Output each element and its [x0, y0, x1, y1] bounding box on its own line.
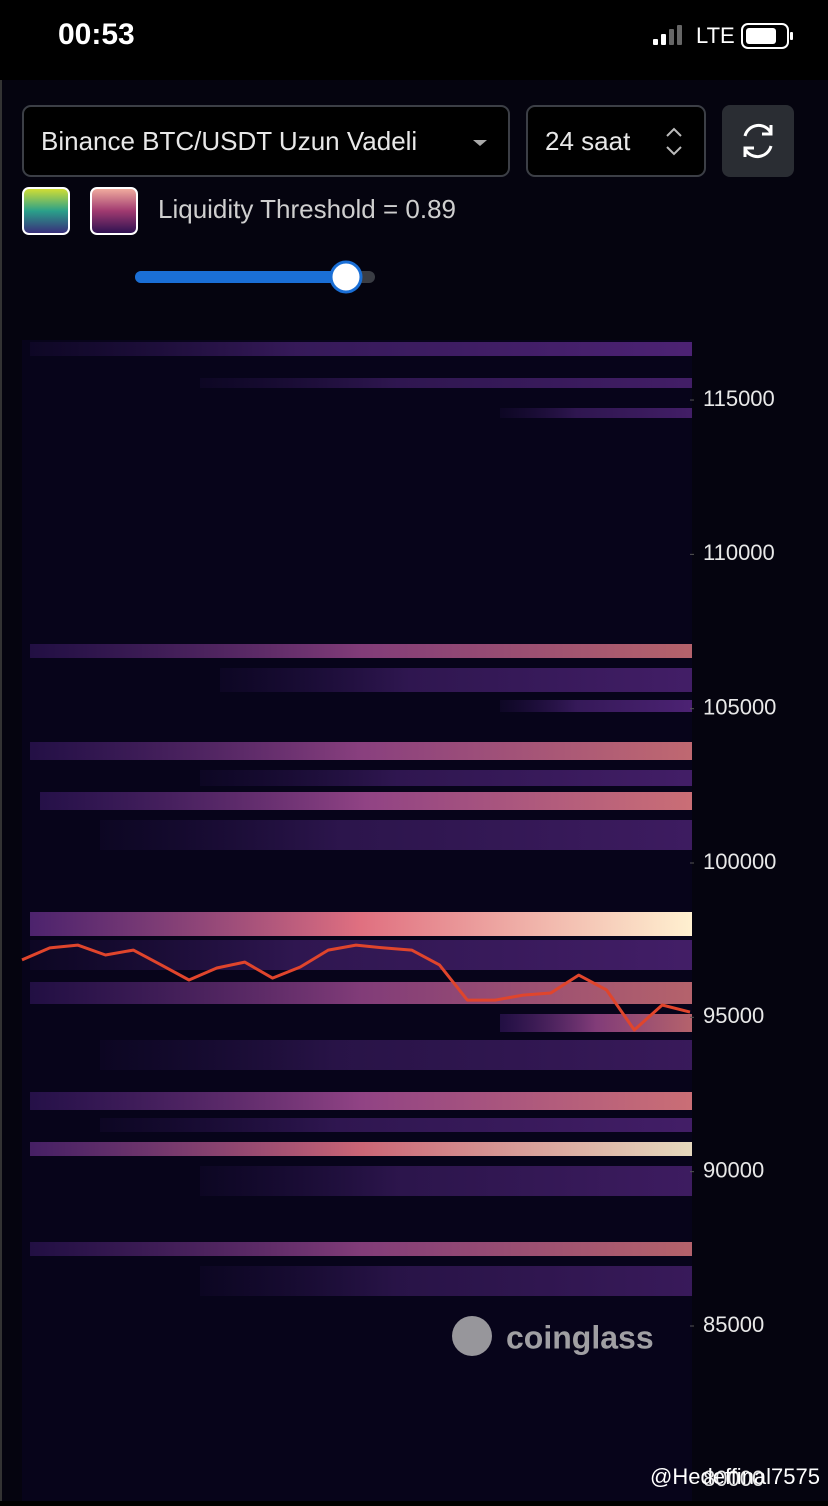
range-select[interactable]: 24 saat [526, 105, 706, 177]
y-tick-label: 110000 [703, 540, 775, 565]
y-tick-label: 85000 [703, 1312, 764, 1337]
battery [741, 23, 793, 49]
y-tick-label: 90000 [703, 1157, 764, 1182]
price-chart: 80000 85000 90000 95000 100000 105000 110000 11… [21, 386, 776, 1491]
threshold-slider[interactable] [135, 260, 375, 294]
y-tick-label: 115000 [703, 386, 775, 411]
pair-label: Binance BTC/USDT Uzun Vadeli [41, 126, 417, 156]
y-tick-label: 105000 [703, 694, 776, 719]
watermark-text: coinglass [506, 1319, 654, 1355]
pair-select[interactable]: Binance BTC/USDT Uzun Vadeli [22, 105, 510, 177]
watermark: coinglass [452, 1316, 654, 1356]
refresh-button[interactable] [722, 105, 794, 177]
y-tick-label: 80000 [703, 1466, 764, 1491]
clock: 00:53 [58, 18, 135, 51]
credit: @Hedeffinal7575 [650, 1464, 820, 1489]
signal [653, 25, 682, 45]
heatmap [22, 340, 692, 1501]
edge [0, 80, 2, 1501]
palette-swatch[interactable] [90, 187, 138, 235]
status-bar [0, 0, 828, 80]
threshold-label: Liquidity Threshold = 0.89 [158, 194, 456, 224]
network: LTE [696, 23, 735, 48]
palette-swatch[interactable] [22, 187, 70, 235]
range-label: 24 saat [545, 126, 631, 156]
y-tick-label: 95000 [703, 1003, 764, 1028]
price-line [21, 943, 691, 1032]
y-tick-label: 100000 [703, 849, 776, 874]
